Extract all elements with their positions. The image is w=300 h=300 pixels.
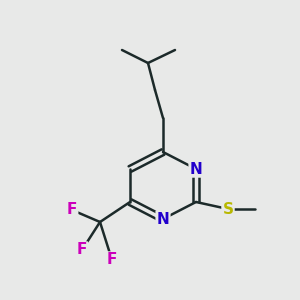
Text: N: N bbox=[157, 212, 169, 226]
Text: N: N bbox=[190, 161, 202, 176]
Text: F: F bbox=[107, 253, 117, 268]
Text: S: S bbox=[223, 202, 233, 217]
Text: F: F bbox=[67, 202, 77, 217]
Text: F: F bbox=[77, 242, 87, 257]
